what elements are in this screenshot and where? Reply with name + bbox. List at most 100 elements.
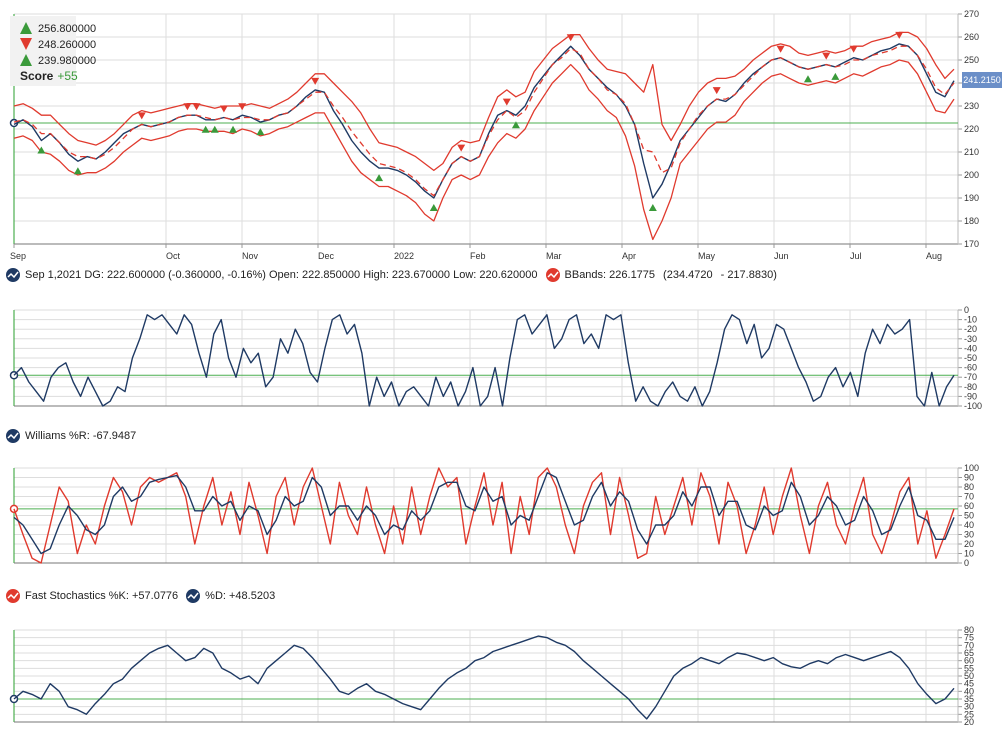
signal-markers	[37, 31, 904, 211]
signal-legend-row: 239.980000	[20, 54, 96, 67]
price-caption: Sep 1,2021 DG: 222.600000 (-0.360000, -0…	[6, 268, 777, 282]
series-line-bbands-lower	[13, 59, 955, 241]
y-tick-label: 90	[964, 473, 974, 483]
y-tick-label: 70	[964, 492, 974, 502]
y-tick-label: 100	[964, 463, 979, 473]
x-tick-label: Feb	[470, 251, 486, 261]
y-tick-label: 10	[964, 549, 974, 559]
y-tick-label: 70	[964, 640, 974, 650]
y-tick-label: 55	[964, 663, 974, 673]
score-label: Score	[20, 69, 54, 83]
y-tick-label: 0	[964, 305, 969, 315]
series-line-williams-r	[13, 314, 955, 407]
y-tick-label: 35	[964, 694, 974, 704]
stoch-d-series-icon	[186, 589, 201, 603]
x-tick-label: Dec	[318, 251, 335, 261]
sell-signal-marker	[192, 103, 201, 111]
chart-panel-1: 170180190200210220230240250260270SepOctN…	[9, 9, 979, 261]
y-tick-label: 30	[964, 530, 974, 540]
buy-signal-marker	[429, 204, 438, 211]
buy-signal-marker	[511, 121, 520, 129]
y-tick-label: 170	[964, 239, 979, 249]
price-series-icon	[6, 268, 20, 282]
stoch-k-series-icon	[6, 589, 20, 603]
y-tick-label: -70	[964, 372, 977, 382]
buy-signal-marker	[73, 167, 82, 175]
y-tick-label: 190	[964, 193, 979, 203]
bbands-caption-text: BBands: 226.1775	[564, 269, 656, 281]
series-line-bbands-upper	[13, 31, 955, 172]
williams-caption-text: Williams %R: -67.9487	[25, 430, 137, 442]
y-tick-label: 210	[964, 147, 979, 157]
x-tick-label: Aug	[926, 251, 942, 261]
sell-signal-marker	[137, 112, 146, 120]
x-tick-label: 2022	[394, 251, 414, 261]
signal-value: 239.980000	[38, 55, 97, 67]
buy-triangle-icon	[20, 54, 32, 66]
sell-signal-marker	[238, 103, 247, 111]
buy-signal-marker	[201, 125, 210, 133]
x-tick-label: Oct	[166, 251, 181, 261]
y-tick-label: 75	[964, 633, 974, 643]
series-line-rsi	[13, 635, 955, 720]
y-tick-label: 40	[964, 520, 974, 530]
y-tick-label: -90	[964, 391, 977, 401]
sell-signal-marker	[712, 87, 721, 95]
y-tick-label: -40	[964, 343, 977, 353]
y-tick-label: 65	[964, 648, 974, 658]
sell-signal-marker	[219, 105, 228, 113]
williams-series-icon	[6, 429, 20, 443]
y-tick-label: -100	[964, 401, 982, 411]
buy-signal-marker	[375, 174, 384, 182]
y-tick-label: 250	[964, 55, 979, 65]
x-tick-label: Jun	[774, 251, 789, 261]
y-tick-label: -10	[964, 315, 977, 325]
y-tick-label: 30	[964, 702, 974, 712]
x-tick-label: Apr	[622, 251, 636, 261]
buy-triangle-icon	[20, 22, 32, 34]
y-tick-label: 60	[964, 501, 974, 511]
y-tick-label: 20	[964, 539, 974, 549]
y-tick-label: 270	[964, 9, 979, 19]
buy-signal-marker	[256, 128, 265, 136]
buy-signal-marker	[648, 204, 657, 211]
last-price-tag: 241.2150	[962, 72, 1002, 88]
buy-signal-marker	[37, 146, 46, 154]
y-tick-label: 200	[964, 170, 979, 180]
y-tick-label: 80	[964, 482, 974, 492]
buy-signal-marker	[803, 75, 812, 83]
reference-marker	[9, 504, 19, 514]
buy-signal-marker	[229, 125, 238, 133]
signals-legend-panel	[10, 16, 76, 86]
y-tick-label: 180	[964, 216, 979, 226]
bbands-low-text: - 217.8830)	[720, 269, 777, 281]
y-tick-label: 40	[964, 686, 974, 696]
sell-signal-marker	[895, 31, 904, 39]
chart-panel-2: 0-10-20-30-40-50-60-70-80-90-100	[9, 305, 982, 411]
y-tick-label: 50	[964, 671, 974, 681]
williams-caption: Williams %R: -67.9487	[6, 429, 136, 443]
y-tick-label: 230	[964, 101, 979, 111]
score-value: +55	[57, 69, 78, 83]
y-tick-label: 50	[964, 511, 974, 521]
stoch-k-caption-text: Fast Stochastics %K: +57.0776	[25, 590, 179, 602]
x-tick-label: Mar	[546, 251, 562, 261]
buy-signal-marker	[831, 72, 840, 80]
y-tick-label: 60	[964, 656, 974, 666]
x-tick-label: Nov	[242, 251, 259, 261]
sell-signal-marker	[822, 52, 831, 60]
series-line-bbands-middle	[13, 45, 955, 197]
y-tick-label: -80	[964, 382, 977, 392]
sell-signal-marker	[776, 45, 785, 53]
y-tick-label: 260	[964, 32, 979, 42]
y-tick-label: 45	[964, 679, 974, 689]
x-tick-label: Jul	[850, 251, 862, 261]
bbands-series-icon	[545, 268, 560, 282]
signal-value: 248.260000	[38, 39, 97, 51]
signal-legend-row: 248.260000	[20, 38, 96, 51]
y-tick-label: -20	[964, 324, 977, 334]
sell-signal-marker	[502, 98, 511, 106]
